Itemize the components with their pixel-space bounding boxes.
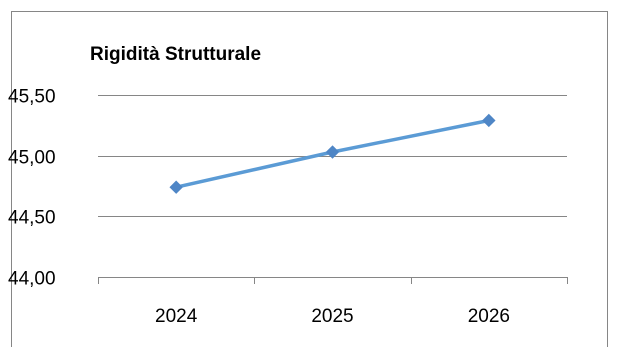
x-tick-label: 2025 [311, 306, 353, 327]
series-layer [169, 113, 496, 194]
y-tick-labels: 44,00 44,50 45,00 45,50 [8, 87, 56, 290]
data-point-marker [325, 145, 340, 159]
axes [98, 277, 568, 284]
x-tick-labels: 2024 2025 2026 [155, 306, 510, 327]
chart-frame [11, 11, 608, 350]
y-tick-label: 45,00 [8, 148, 56, 169]
data-point-marker [169, 180, 183, 194]
data-point-marker [482, 113, 496, 128]
chart-title: Rigidità Strutturale [90, 44, 261, 65]
x-tick-label: 2026 [468, 306, 510, 327]
y-tick-label: 44,50 [8, 208, 56, 229]
y-tick-label: 44,00 [8, 269, 56, 290]
y-tick-label: 45,50 [8, 87, 56, 108]
x-tick-label: 2024 [155, 306, 198, 327]
